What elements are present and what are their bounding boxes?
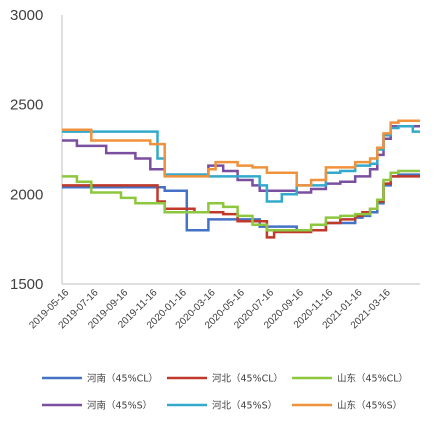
y-tick-label: 1500 — [10, 276, 43, 293]
legend-label: 山东（45%CL） — [337, 373, 408, 385]
series-line — [62, 124, 420, 203]
x-tick-labels: 2019-05-162019-07-162019-09-162019-11-16… — [27, 287, 393, 331]
y-tick-label: 3000 — [10, 7, 43, 24]
legend-label: 河南（45%CL） — [87, 373, 158, 385]
legend-label: 河北（45%S） — [212, 400, 277, 412]
series-line — [62, 169, 420, 232]
series-lines — [62, 119, 420, 239]
y-tick-label: 2000 — [10, 186, 43, 203]
legend: 河南（45%CL） 河北（45%CL） 山东（45%CL） 河南（45%S） 河北（45… — [42, 373, 408, 412]
legend-label: 河南（45%S） — [87, 400, 152, 412]
legend-label: 河北（45%CL） — [212, 373, 283, 385]
series-line — [62, 175, 420, 239]
series-line — [62, 124, 420, 194]
legend-label: 山东（45%S） — [337, 400, 402, 412]
series-line — [62, 119, 420, 187]
y-tick-labels: 1500 2000 2500 3000 — [10, 7, 43, 293]
y-tick-label: 2500 — [10, 97, 43, 114]
